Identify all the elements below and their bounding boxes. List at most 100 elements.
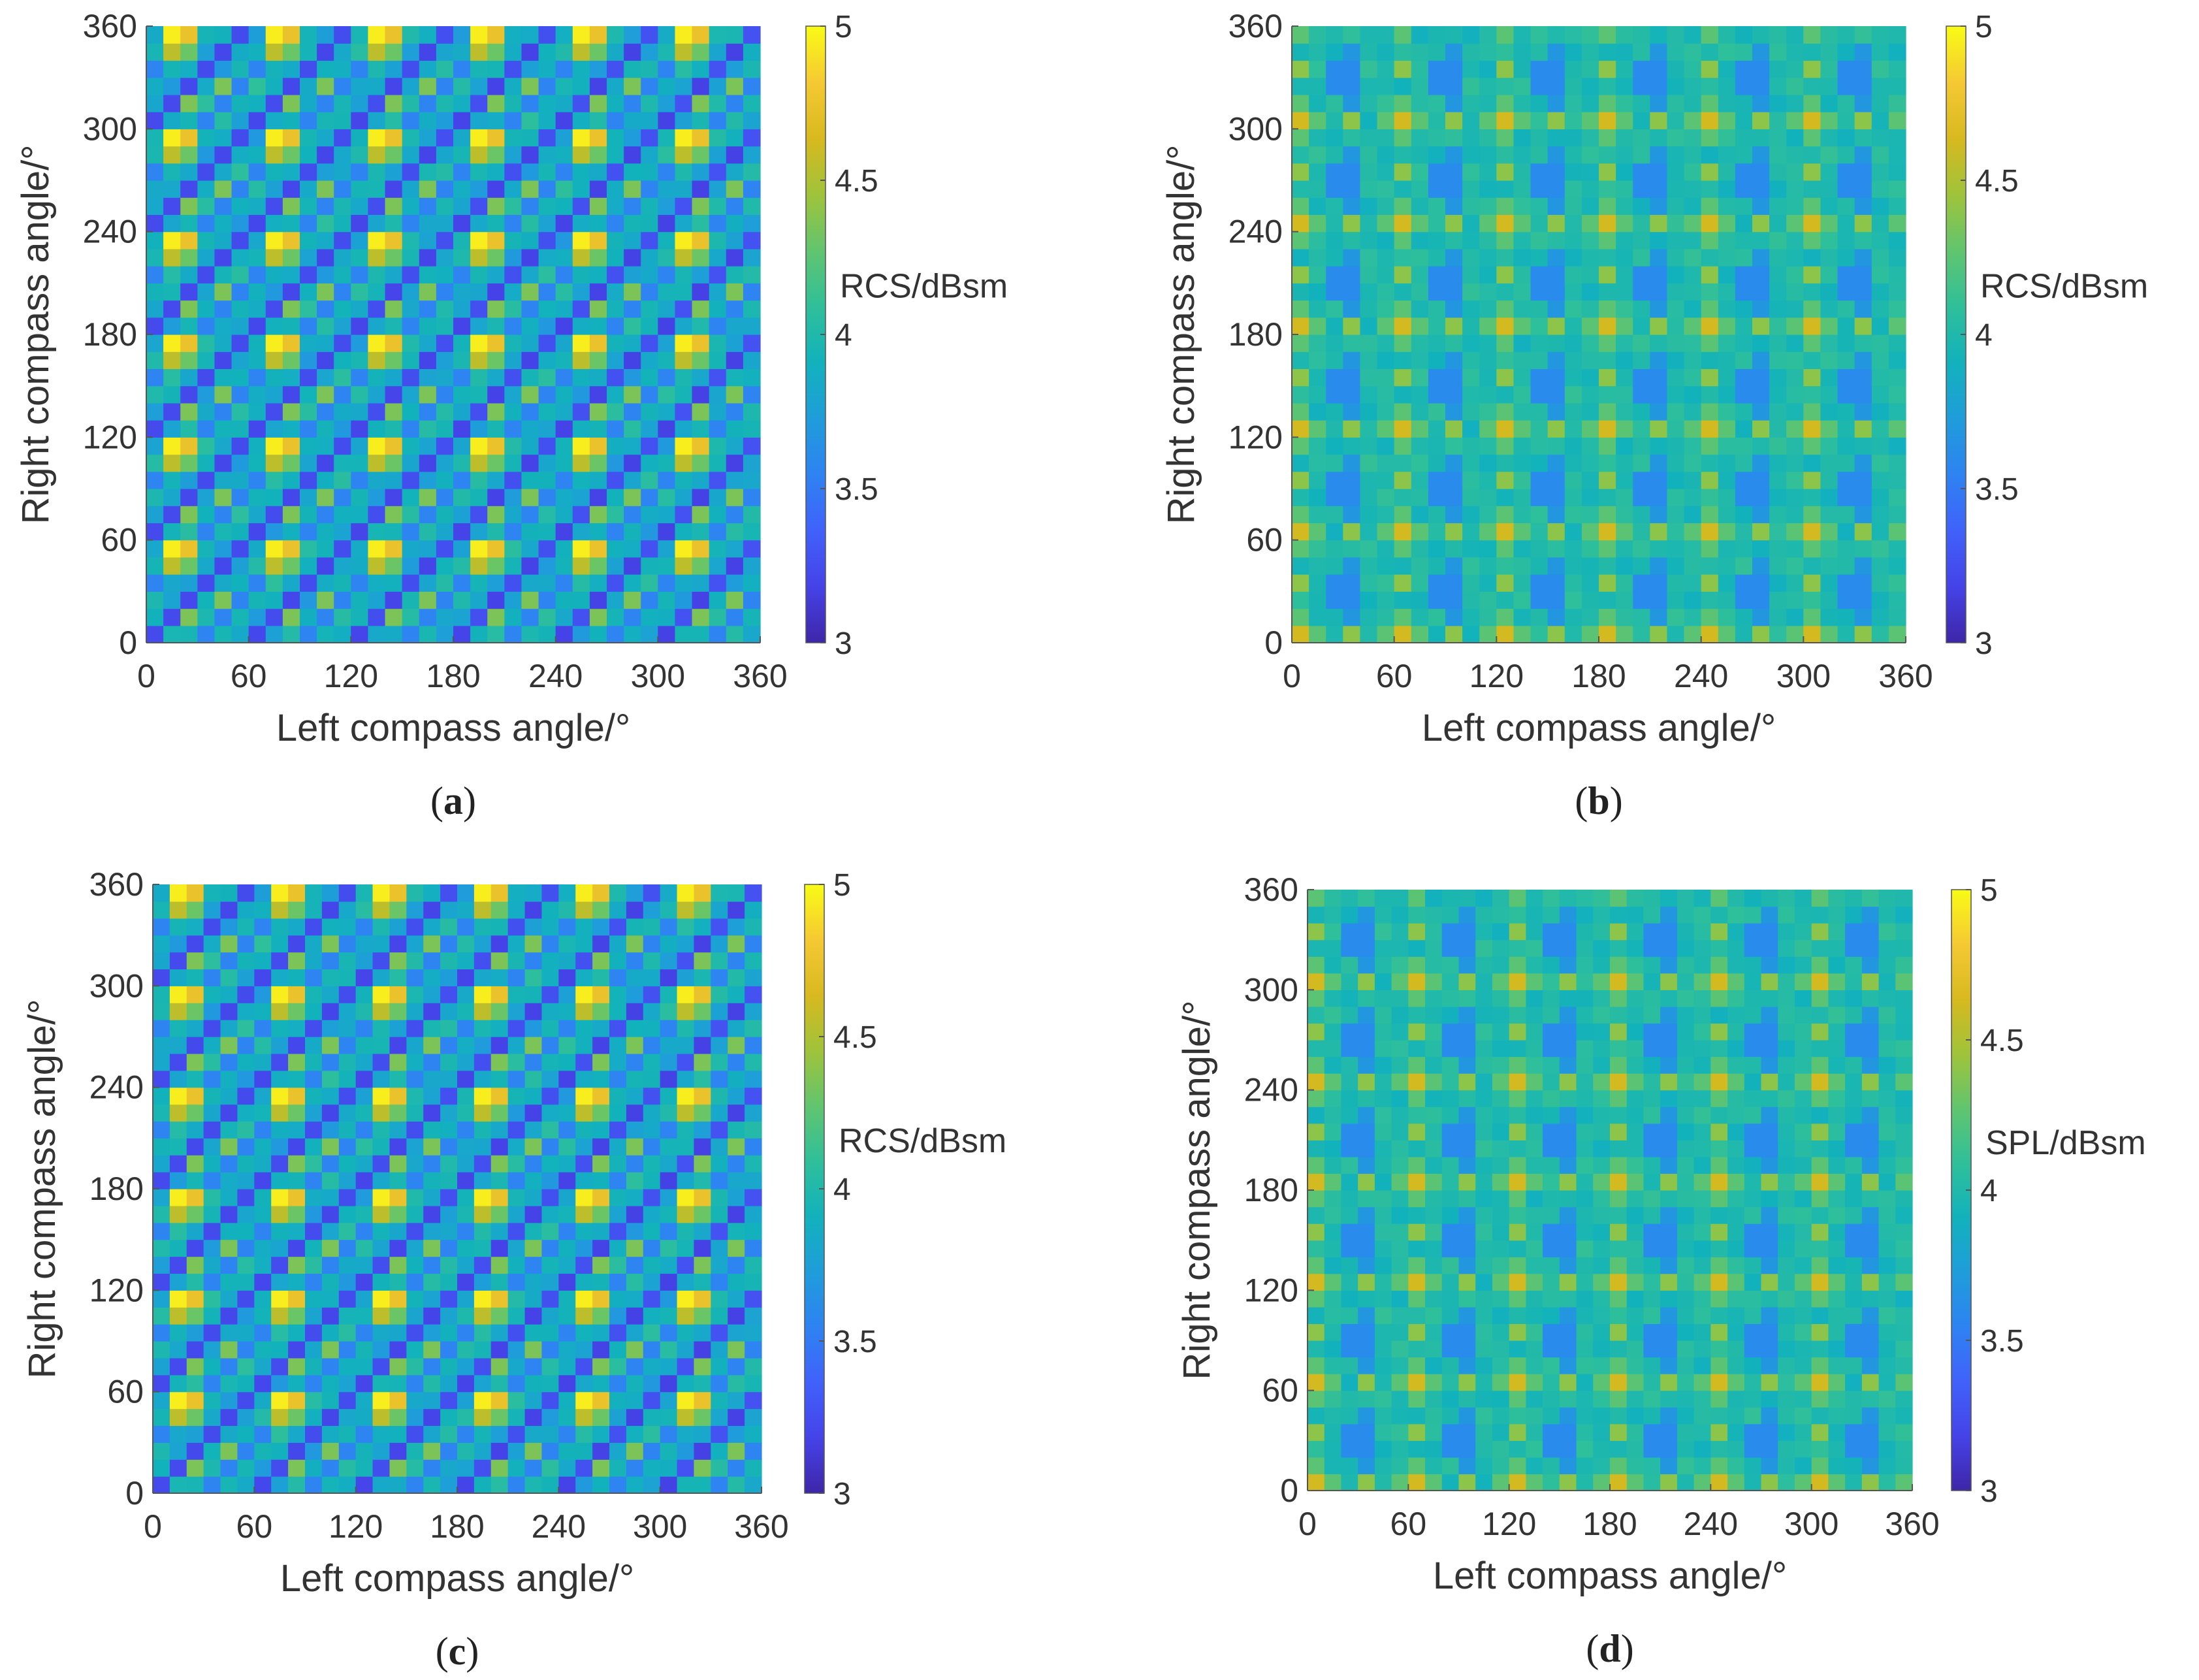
heatmap-cell [1581, 523, 1599, 541]
heatmap-cell [521, 334, 539, 352]
heatmap-cell [1428, 300, 1446, 318]
heatmap-cell [1616, 317, 1633, 335]
heatmap-cell [1803, 283, 1822, 301]
heatmap-cell [351, 283, 369, 301]
heatmap-cell [1581, 283, 1599, 301]
heatmap-cell [641, 625, 658, 643]
heatmap-cell [237, 1425, 255, 1443]
heatmap-cell [1326, 437, 1343, 455]
heatmap-cell [1292, 317, 1309, 335]
heatmap-cell [1559, 1474, 1577, 1491]
heatmap-cell [1752, 574, 1770, 592]
heatmap-cell [1871, 283, 1889, 301]
heatmap-cell [231, 557, 249, 575]
heatmap-cell [406, 884, 424, 902]
heatmap-cell [440, 952, 458, 970]
heatmap-cell [1391, 1374, 1409, 1391]
heatmap-cell [1786, 146, 1804, 164]
heatmap-cell [692, 385, 710, 404]
heatmap-cell [1445, 625, 1463, 643]
heatmap-cell [1408, 1407, 1426, 1425]
heatmap-cell [1492, 1390, 1510, 1408]
heatmap-cell [214, 557, 233, 575]
heatmap-cell [248, 557, 266, 575]
heatmap-cell [423, 1020, 441, 1037]
heatmap-cell [1358, 906, 1375, 924]
heatmap-cell [1408, 1223, 1426, 1241]
x-tick-label: 300 [633, 1508, 687, 1545]
heatmap-cell [197, 368, 216, 387]
heatmap-cell [1547, 385, 1565, 404]
heatmap-cell [1377, 300, 1395, 318]
heatmap-cell [524, 1324, 543, 1342]
heatmap-cell [1408, 956, 1426, 974]
heatmap-cell [321, 1425, 340, 1443]
heatmap-cell [1391, 1457, 1409, 1475]
heatmap-cell [146, 574, 164, 592]
heatmap-cell [440, 1087, 458, 1105]
heatmap-cell [1326, 283, 1343, 301]
heatmap-cell [1496, 437, 1515, 455]
heatmap-cell [355, 1256, 374, 1274]
heatmap-cell [641, 129, 658, 147]
heatmap-cell [338, 1290, 357, 1308]
heatmap-cell [389, 1374, 407, 1393]
heatmap-cell [1643, 1056, 1661, 1074]
heatmap-cell [457, 901, 475, 919]
heatmap-cell [1411, 591, 1429, 609]
heatmap-cell [1837, 334, 1855, 352]
heatmap-cell [1462, 420, 1480, 438]
heatmap-cell [470, 214, 488, 233]
heatmap-cell [1543, 923, 1560, 941]
heatmap-cell [675, 385, 693, 404]
heatmap-cell [146, 351, 164, 370]
heatmap-cell [436, 420, 454, 438]
heatmap-cell [1324, 939, 1342, 957]
heatmap-cell [423, 1104, 441, 1122]
heatmap-cell [457, 1070, 475, 1088]
heatmap-cell [1462, 43, 1480, 61]
heatmap-cell [169, 1239, 187, 1257]
heatmap-cell [709, 608, 727, 626]
heatmap-cell [1496, 334, 1515, 352]
heatmap-cell [231, 26, 249, 44]
heatmap-cell [487, 540, 505, 558]
heatmap-cell [300, 489, 317, 506]
heatmap-cell [1526, 1290, 1543, 1308]
heatmap-cell [271, 1290, 289, 1308]
heatmap-cell [1360, 231, 1378, 250]
heatmap-cell [1408, 1374, 1426, 1391]
heatmap-cell [1411, 540, 1429, 558]
heatmap-cell [1309, 77, 1326, 95]
heatmap-cell [237, 1138, 255, 1155]
heatmap-cell [237, 1307, 255, 1325]
heatmap-cell [1543, 1040, 1560, 1058]
heatmap-cell [453, 557, 471, 575]
heatmap-cell [1543, 956, 1560, 974]
heatmap-cell [641, 43, 658, 61]
heatmap-cell [677, 1053, 695, 1071]
heatmap-cell [709, 180, 727, 198]
heatmap-cell [1496, 523, 1515, 541]
heatmap-cell [300, 454, 317, 472]
heatmap-cell [470, 591, 488, 609]
heatmap-cell [1888, 368, 1906, 387]
heatmap-cell [389, 1172, 407, 1189]
heatmap-cell [1643, 990, 1661, 1007]
heatmap-cell [1718, 248, 1736, 267]
heatmap-cell [658, 77, 676, 95]
heatmap-cell [487, 129, 505, 147]
heatmap-cell [1509, 1474, 1526, 1491]
heatmap-cell [1854, 146, 1872, 164]
heatmap-cell [1718, 437, 1736, 455]
heatmap-cell [220, 1020, 238, 1037]
heatmap-cell [1752, 180, 1770, 198]
heatmap-cell [1650, 129, 1668, 147]
heatmap-cell [592, 1391, 610, 1410]
heatmap-cell [1360, 197, 1378, 216]
heatmap-cell [1428, 77, 1446, 95]
heatmap-cell [643, 1442, 661, 1460]
heatmap-cell [1492, 1156, 1510, 1174]
heatmap-cell [1513, 454, 1532, 472]
heatmap-cell [1684, 43, 1702, 61]
